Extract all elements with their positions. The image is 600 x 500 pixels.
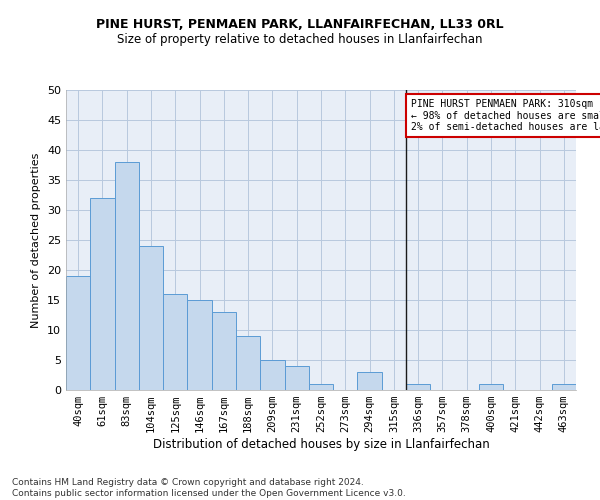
Text: Contains HM Land Registry data © Crown copyright and database right 2024.
Contai: Contains HM Land Registry data © Crown c… xyxy=(12,478,406,498)
Bar xyxy=(260,360,284,390)
Bar xyxy=(479,384,503,390)
Bar xyxy=(163,294,187,390)
X-axis label: Distribution of detached houses by size in Llanfairfechan: Distribution of detached houses by size … xyxy=(152,438,490,451)
Text: PINE HURST, PENMAEN PARK, LLANFAIRFECHAN, LL33 0RL: PINE HURST, PENMAEN PARK, LLANFAIRFECHAN… xyxy=(96,18,504,30)
Bar xyxy=(406,384,430,390)
Bar xyxy=(309,384,333,390)
Bar xyxy=(284,366,309,390)
Bar xyxy=(66,276,90,390)
Bar xyxy=(115,162,139,390)
Bar xyxy=(358,372,382,390)
Y-axis label: Number of detached properties: Number of detached properties xyxy=(31,152,41,328)
Bar xyxy=(90,198,115,390)
Text: Size of property relative to detached houses in Llanfairfechan: Size of property relative to detached ho… xyxy=(117,32,483,46)
Text: PINE HURST PENMAEN PARK: 310sqm
← 98% of detached houses are smaller (178)
2% of: PINE HURST PENMAEN PARK: 310sqm ← 98% of… xyxy=(411,99,600,132)
Bar xyxy=(139,246,163,390)
Bar xyxy=(552,384,576,390)
Bar xyxy=(212,312,236,390)
Bar xyxy=(187,300,212,390)
Bar xyxy=(236,336,260,390)
